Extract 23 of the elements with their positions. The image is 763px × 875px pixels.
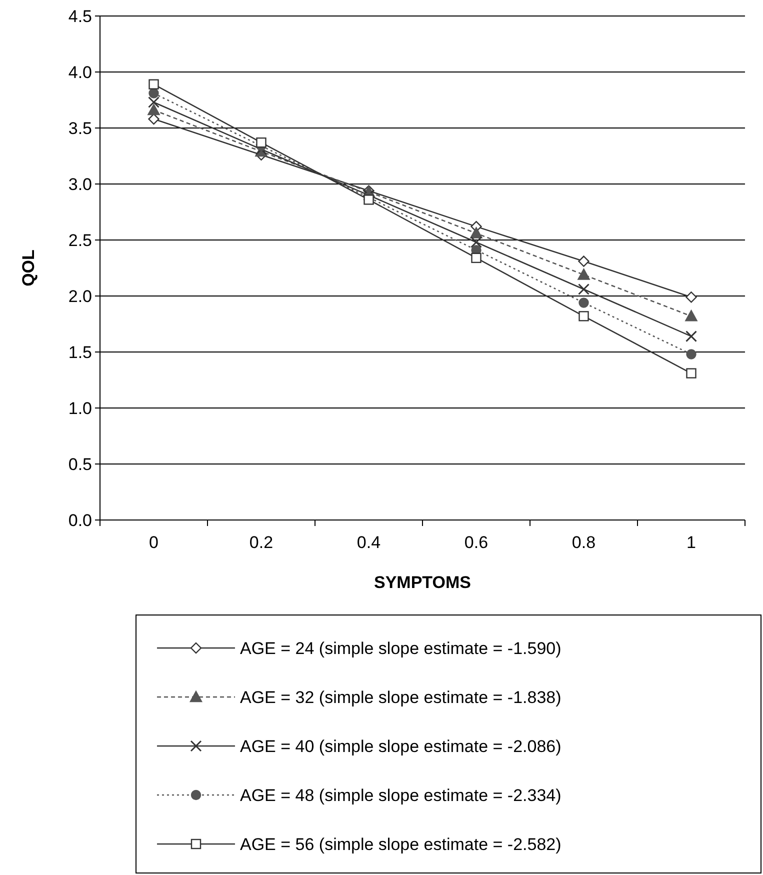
legend-label: AGE = 48 (simple slope estimate = -2.334): [240, 786, 562, 805]
legend-label: AGE = 32 (simple slope estimate = -1.838): [240, 688, 562, 707]
y-tick-label: 1.5: [68, 342, 92, 362]
x-tick-label: 0.8: [572, 533, 596, 552]
y-tick-label: 3.5: [68, 118, 92, 138]
y-tick-label: 1.0: [68, 398, 92, 418]
legend-label: AGE = 56 (simple slope estimate = -2.582): [240, 834, 562, 854]
y-tick-label: 2.0: [68, 286, 92, 306]
x-tick-label: 0.2: [249, 533, 274, 552]
y-tick-label: 4.0: [68, 62, 92, 82]
y-tick-label: 0.0: [68, 510, 92, 530]
x-axis-title: SYMPTOMS: [374, 573, 471, 592]
y-tick-label: 2.5: [68, 230, 92, 250]
x-tick-label: 0: [149, 533, 158, 552]
x-tick-label: 0.4: [356, 533, 381, 552]
legend-label: AGE = 24 (simple slope estimate = -1.590): [240, 638, 562, 658]
y-tick-label: 4.5: [68, 6, 92, 26]
legend-label: AGE = 40 (simple slope estimate = -2.086): [240, 736, 562, 756]
y-tick-label: 3.0: [68, 174, 92, 194]
y-tick-label: 0.5: [68, 454, 92, 474]
x-tick-label: 0.6: [464, 533, 488, 552]
y-axis-title: QOL: [19, 250, 38, 286]
x-tick-label: 1: [686, 533, 696, 552]
